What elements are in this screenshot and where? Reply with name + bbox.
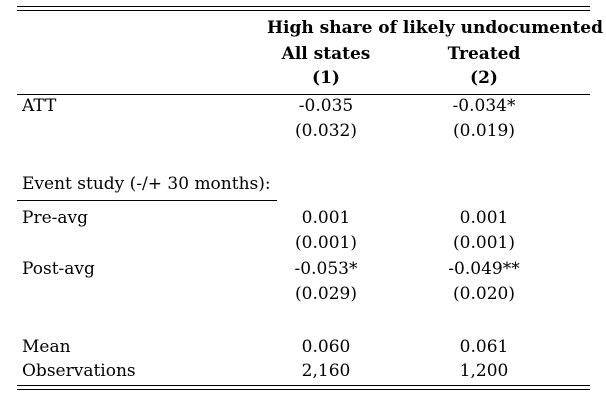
bottom-rule-1	[17, 385, 590, 386]
post-avg-se-col1: (0.029)	[295, 284, 357, 304]
pre-avg-estimate-col2: 0.001	[459, 208, 509, 228]
post-avg-estimate-col1: -0.053*	[294, 259, 358, 279]
row-label-mean: Mean	[22, 337, 71, 357]
row-label-observations: Observations	[22, 361, 136, 381]
event-study-rule	[17, 200, 277, 201]
top-rule-2	[17, 10, 590, 11]
post-avg-estimate-col2: -0.049**	[448, 259, 520, 279]
row-label-post-avg: Post-avg	[22, 259, 95, 279]
bottom-rule-2	[17, 389, 590, 390]
column-1-label: All states	[281, 44, 371, 64]
row-label-pre-avg: Pre-avg	[22, 208, 88, 228]
column-2-number: (2)	[470, 68, 498, 88]
pre-avg-se-col2: (0.001)	[453, 233, 515, 253]
observations-col1: 2,160	[301, 361, 351, 381]
post-avg-se-col2: (0.020)	[453, 284, 515, 304]
pre-avg-estimate-col1: 0.001	[301, 208, 351, 228]
att-estimate-col2: -0.034*	[452, 96, 516, 116]
att-se-col1: (0.032)	[295, 121, 357, 141]
row-label-att: ATT	[22, 96, 57, 116]
column-2-label: Treated	[447, 44, 521, 64]
pre-avg-se-col1: (0.001)	[295, 233, 357, 253]
att-se-col2: (0.019)	[453, 121, 515, 141]
column-1-number: (1)	[312, 68, 340, 88]
att-estimate-col1: -0.035	[298, 96, 354, 116]
top-rule-1	[17, 6, 590, 7]
mean-col1: 0.060	[301, 337, 351, 357]
header-rule	[17, 94, 590, 95]
mean-col2: 0.061	[459, 337, 509, 357]
observations-col2: 1,200	[459, 361, 509, 381]
event-study-label: Event study (-/+ 30 months):	[22, 174, 271, 194]
header-group-label: High share of likely undocumented	[266, 18, 604, 38]
